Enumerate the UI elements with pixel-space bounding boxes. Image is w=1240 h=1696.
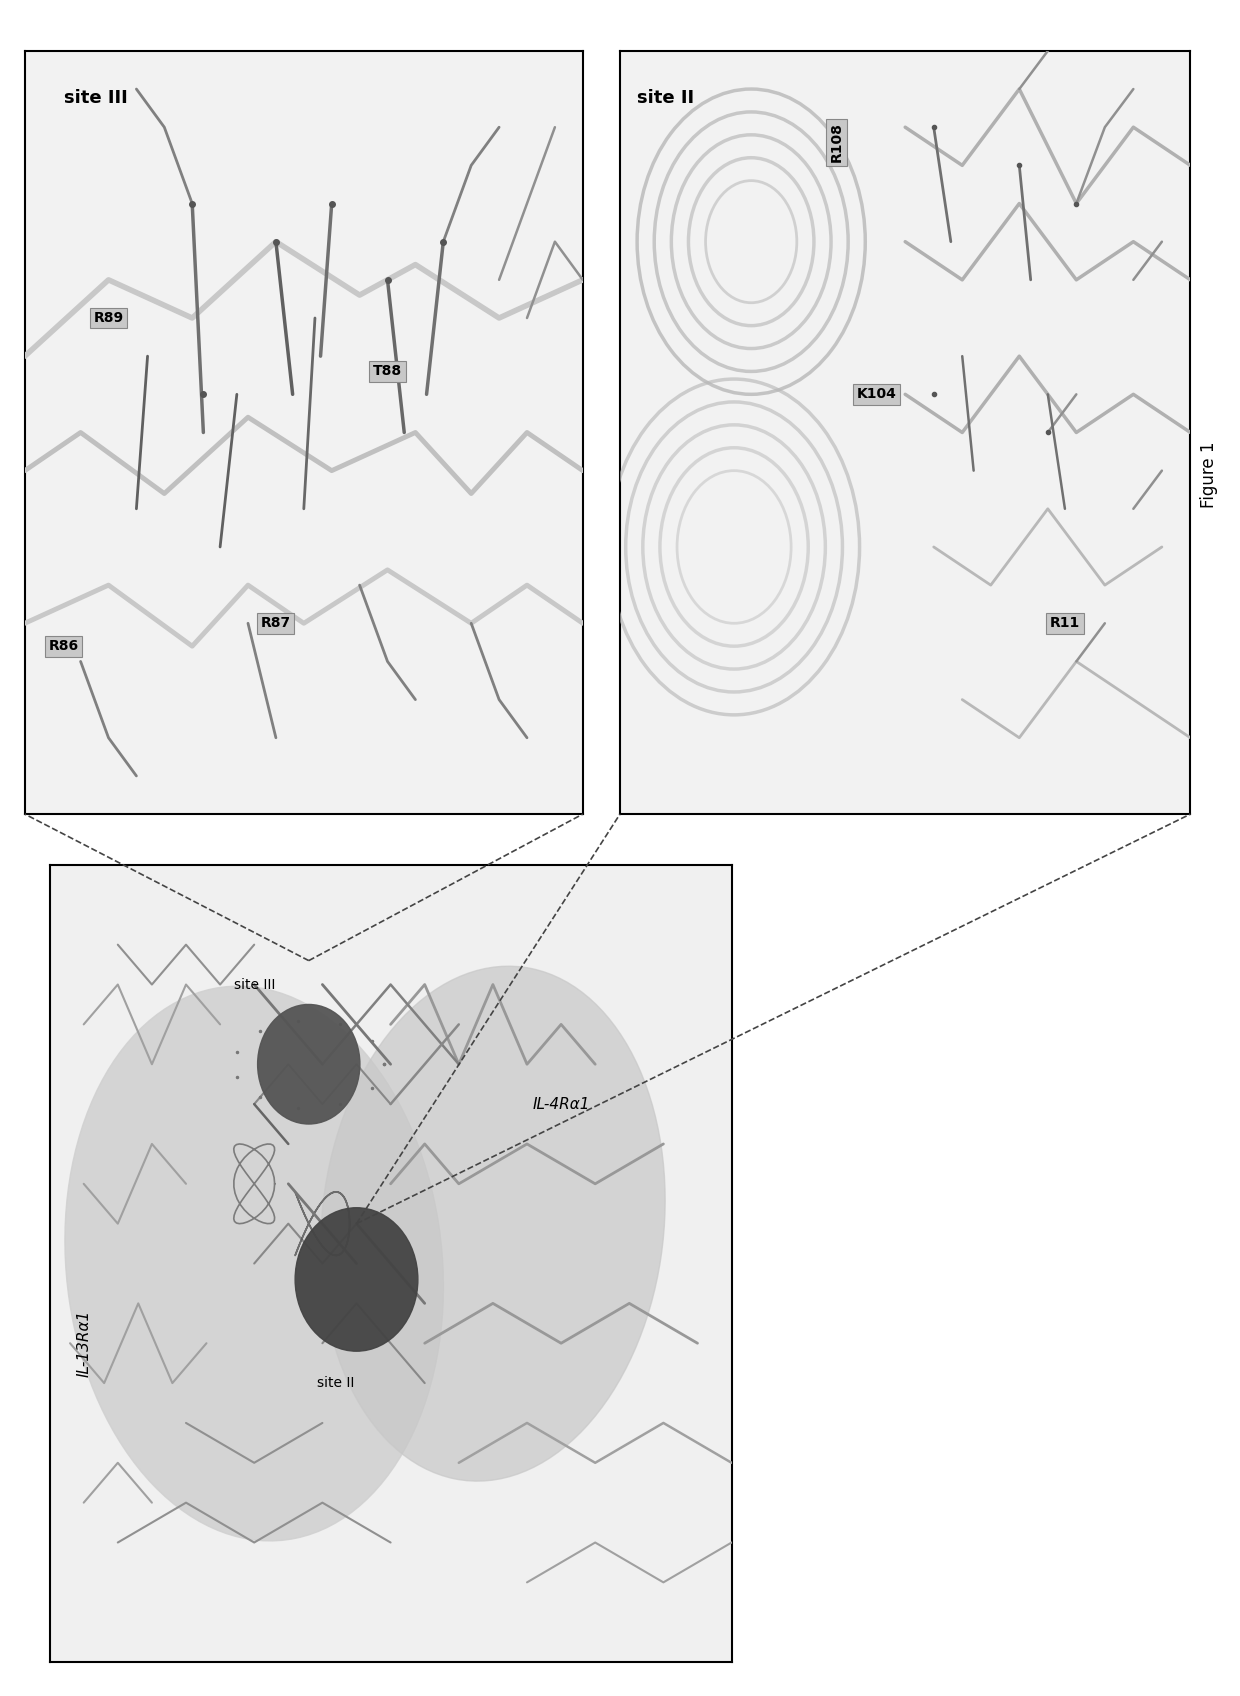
Text: T88: T88 xyxy=(373,365,402,378)
Circle shape xyxy=(258,1004,360,1124)
Text: K104: K104 xyxy=(857,387,897,402)
Text: IL-13Rα1: IL-13Rα1 xyxy=(76,1309,92,1377)
Text: site III: site III xyxy=(233,977,275,992)
Text: Figure 1: Figure 1 xyxy=(1200,441,1218,509)
Text: IL-4Rα1: IL-4Rα1 xyxy=(532,1097,590,1111)
Text: site II: site II xyxy=(317,1375,355,1391)
Text: R86: R86 xyxy=(48,639,79,653)
Text: R87: R87 xyxy=(260,616,291,631)
Ellipse shape xyxy=(64,985,444,1542)
Ellipse shape xyxy=(321,967,665,1481)
Text: site II: site II xyxy=(637,88,694,107)
Text: site III: site III xyxy=(64,88,128,107)
Text: R108: R108 xyxy=(830,122,843,163)
Circle shape xyxy=(295,1208,418,1352)
Text: R89: R89 xyxy=(93,310,124,326)
Text: R11: R11 xyxy=(1050,616,1080,631)
